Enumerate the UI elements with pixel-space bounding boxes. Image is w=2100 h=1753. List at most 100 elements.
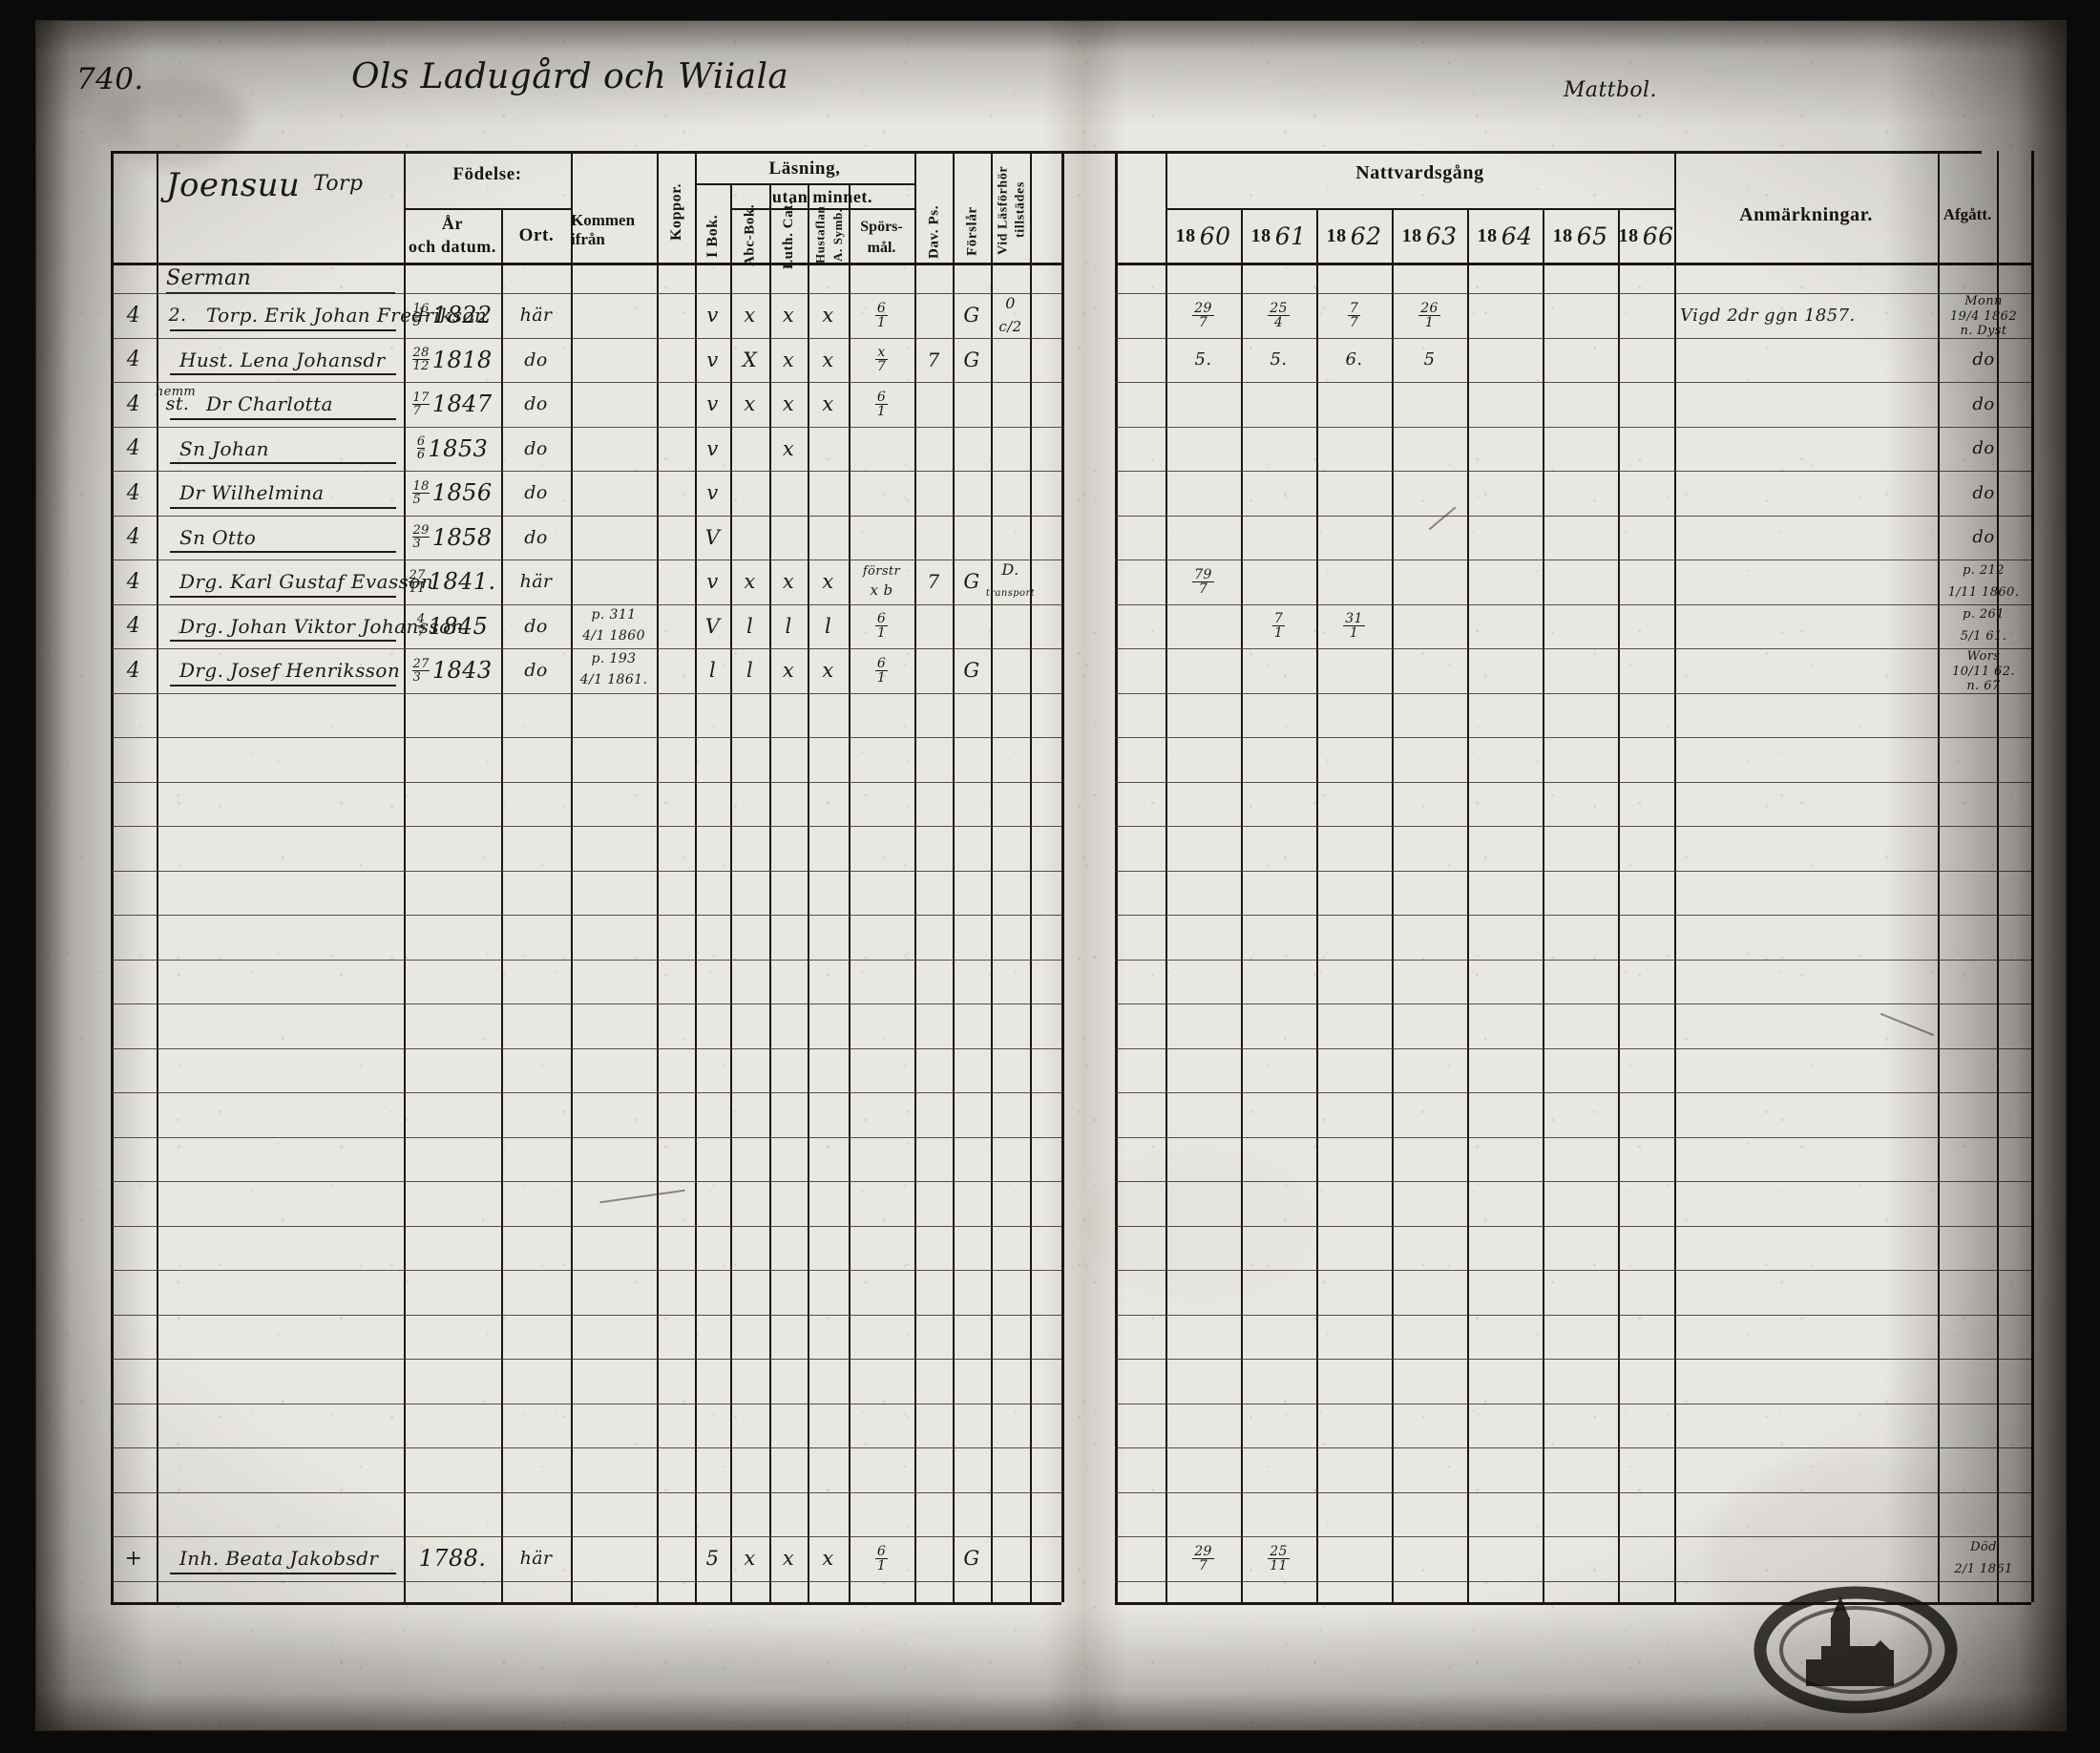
reading-cat: x: [782, 392, 795, 416]
year-digits: 64: [1501, 222, 1533, 250]
header-book: I Bok.: [704, 214, 721, 258]
fraction-denominator: 7: [1198, 1557, 1208, 1573]
header-dav-ps: Dav. Ps.: [926, 204, 942, 260]
birth-date: 18 5 1856: [404, 471, 501, 516]
departed-line: do: [1972, 393, 1995, 414]
birth-place: do: [524, 526, 548, 548]
communion-60: 5.: [1194, 349, 1212, 370]
birth-month: 7: [412, 403, 422, 418]
reading-cat: l: [785, 614, 792, 638]
reading-book: v: [706, 436, 719, 460]
forslar-mark: G: [963, 1547, 980, 1571]
header-came-from: Kommen ifrån: [571, 211, 636, 248]
header-luth-cat: Luth. Cat.: [781, 200, 796, 270]
reading-book: v: [706, 570, 719, 594]
name-underline: [170, 328, 396, 331]
header-birth-group: Födelse:: [452, 164, 522, 184]
person-name: Dr Wilhelmina: [179, 481, 325, 505]
row-mark: +: [124, 1546, 143, 1571]
birth-year: 1788.: [418, 1545, 487, 1573]
birth-year: 1822: [431, 302, 493, 329]
birth-place: do: [524, 348, 548, 370]
departed-line: n. 67: [1966, 678, 2001, 693]
reading-abc: l: [746, 659, 754, 683]
birth-place: do: [524, 660, 548, 682]
birth-date: 29 3 1858: [404, 516, 501, 560]
person-name: Drg. Johan Viktor Johansson: [179, 614, 464, 638]
birth-month: 12: [412, 359, 430, 374]
header-birth-year-sub: och datum.: [408, 236, 496, 256]
header-at-exam-2: tillstädes: [1013, 181, 1028, 239]
birth-place: do: [524, 615, 548, 637]
year-digits: 60: [1199, 222, 1231, 250]
reading-abc: x: [744, 1547, 756, 1571]
birth-month: 11: [409, 581, 426, 596]
row-mark: 4: [126, 436, 141, 461]
birth-date: 17 7 1847: [404, 382, 501, 427]
reading-symb: x: [822, 1547, 834, 1571]
year-digits: 66: [1642, 222, 1674, 250]
forslar-mark: G: [963, 659, 980, 683]
reading-cat: x: [782, 304, 795, 327]
reading-abc: x: [744, 570, 756, 594]
archive-stamp: [1747, 1585, 1964, 1715]
fraction-numerator: 6: [874, 655, 889, 671]
reading-symb: x: [822, 570, 834, 594]
communion-60: 29 7: [1166, 1536, 1241, 1581]
year-prefix: 18: [1618, 224, 1639, 246]
person-name: Dr Charlotta: [206, 392, 333, 416]
fraction-denominator: 1: [876, 625, 887, 642]
year-digits: 61: [1274, 222, 1307, 250]
name-underline: [170, 595, 396, 598]
reading-abc: x: [744, 392, 756, 416]
communion-63: 5: [1423, 349, 1436, 370]
fraction-denominator: 11: [1270, 1557, 1288, 1573]
fraction-denominator: 1: [876, 403, 887, 419]
header-departed: Afgått.: [1942, 205, 1992, 223]
row-mark: 4: [126, 303, 141, 327]
person-name: Sn Otto: [179, 525, 257, 549]
fraction-denominator: 1: [1424, 314, 1435, 330]
fraction-denominator: 1: [1273, 625, 1284, 642]
name-underline: [170, 1572, 396, 1574]
communion-62: 6.: [1345, 349, 1363, 370]
birth-month: 6: [416, 448, 426, 463]
row-mark: 4: [126, 525, 141, 550]
birth-day: 28: [412, 346, 430, 361]
person-name: Hust. Lena Johansdr: [179, 348, 386, 371]
reading-cat: x: [782, 570, 795, 594]
communion-61: 25 11: [1241, 1536, 1316, 1581]
reading-book: l: [708, 659, 717, 683]
reading-abc: x: [744, 304, 756, 327]
reading-cat: x: [782, 436, 795, 460]
reading-symb: x: [822, 348, 834, 371]
header-questions-1: Spörs-: [860, 219, 903, 235]
birth-place: här: [519, 305, 553, 327]
communion-year-65: 18 65: [1543, 212, 1618, 260]
reading-symb: x: [822, 392, 834, 416]
year-prefix: 18: [1175, 224, 1196, 246]
birth-month: 3: [412, 669, 422, 685]
person-name: Drg. Karl Gustaf Evasson: [179, 570, 434, 594]
birth-place: do: [524, 482, 548, 504]
year-prefix: 18: [1401, 224, 1422, 246]
birth-year: 1853: [428, 434, 489, 462]
fraction-numerator: 25: [1268, 300, 1290, 316]
reading-book: v: [706, 304, 719, 327]
row-sequence: st.: [165, 393, 190, 415]
reading-symb: x: [822, 304, 834, 327]
birth-date: 27 11 1841.: [404, 560, 501, 604]
farm-type: Torp: [313, 171, 364, 196]
header-reading-group: Läsning,: [768, 158, 841, 179]
fraction-denominator: 1: [876, 314, 887, 330]
exam-bottom: transport: [985, 587, 1036, 599]
fraction-denominator: 7: [1198, 314, 1208, 330]
fraction-numerator: 7: [1271, 611, 1286, 627]
reading-book: v: [706, 392, 719, 416]
birth-place: do: [524, 437, 548, 459]
birth-date: 4 7 1845: [404, 604, 501, 649]
